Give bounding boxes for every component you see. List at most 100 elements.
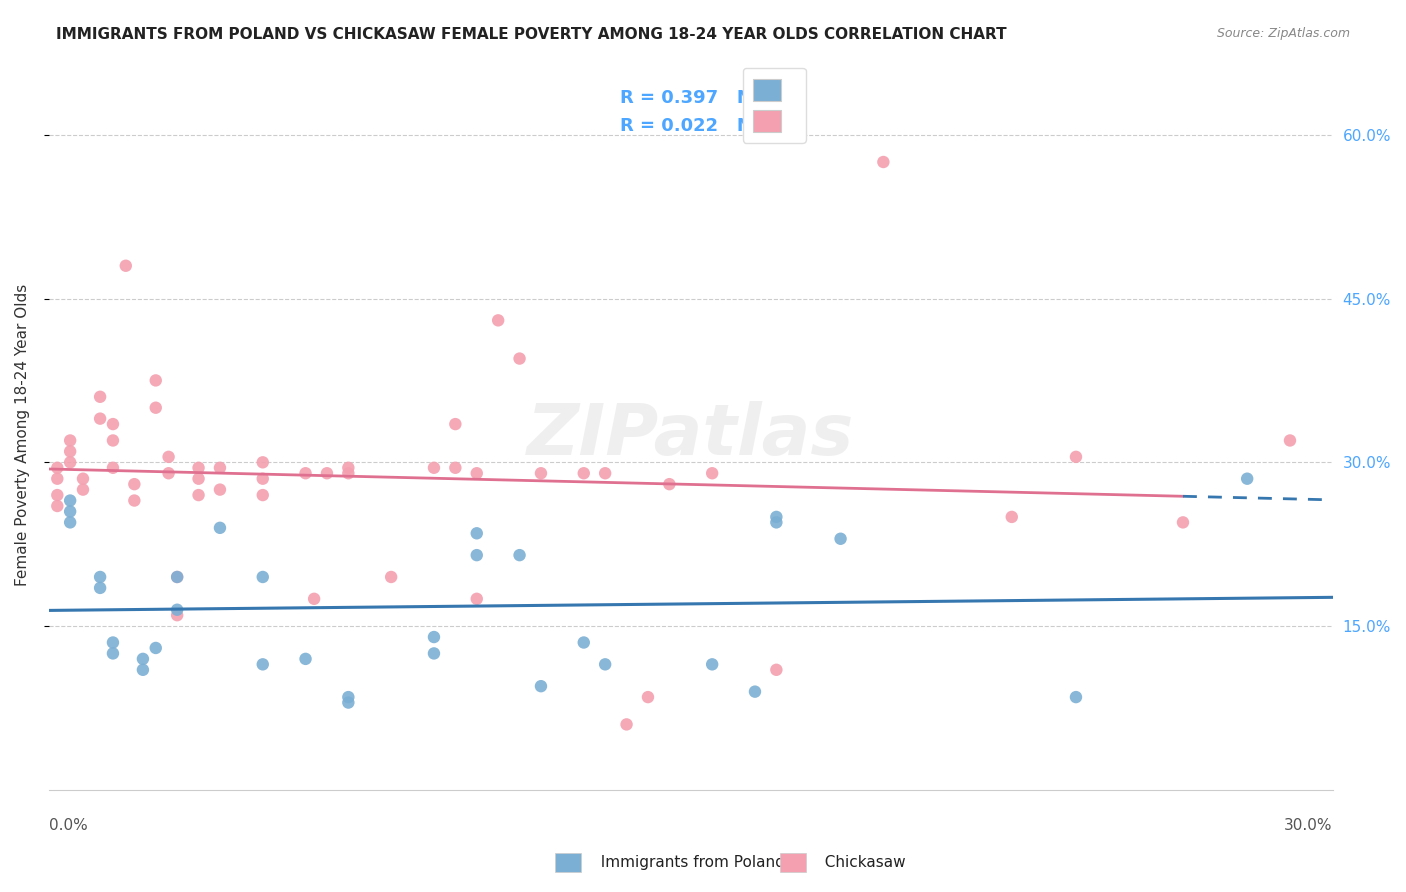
Point xyxy=(765,663,787,677)
Text: R = 0.397   N = 25: R = 0.397 N = 25 xyxy=(620,89,804,107)
Point xyxy=(1064,690,1087,705)
Point xyxy=(423,647,446,661)
Point xyxy=(593,467,616,481)
Text: Immigrants from Poland: Immigrants from Poland xyxy=(591,855,785,870)
Point xyxy=(252,488,274,502)
Point xyxy=(145,373,167,387)
Point xyxy=(208,460,231,475)
Point xyxy=(702,467,724,481)
Point xyxy=(616,717,638,731)
Point xyxy=(1001,510,1024,524)
Point xyxy=(316,467,339,481)
Point xyxy=(302,591,325,606)
Point xyxy=(145,640,167,655)
Point xyxy=(101,460,124,475)
Point xyxy=(46,460,69,475)
Point xyxy=(145,401,167,415)
Point xyxy=(465,467,488,481)
Point xyxy=(187,488,209,502)
Point xyxy=(1278,434,1301,448)
Point xyxy=(59,493,82,508)
Point xyxy=(765,516,787,530)
Point xyxy=(72,483,94,497)
Text: R = 0.022   N = 63: R = 0.022 N = 63 xyxy=(620,117,804,136)
Point xyxy=(830,532,852,546)
Point xyxy=(423,460,446,475)
Point xyxy=(208,483,231,497)
Text: ZIPatlas: ZIPatlas xyxy=(527,401,855,469)
Point xyxy=(166,570,188,584)
Point xyxy=(101,647,124,661)
Point xyxy=(486,313,509,327)
Point xyxy=(637,690,659,705)
Point xyxy=(124,477,146,491)
Point xyxy=(89,581,111,595)
Point xyxy=(89,390,111,404)
Point xyxy=(59,434,82,448)
Point xyxy=(59,516,82,530)
Point xyxy=(59,504,82,518)
Point xyxy=(46,488,69,502)
Point xyxy=(444,417,467,431)
Point xyxy=(59,444,82,458)
Point xyxy=(465,548,488,562)
Point xyxy=(1236,472,1258,486)
Point xyxy=(337,696,360,710)
Point xyxy=(465,526,488,541)
Y-axis label: Female Poverty Among 18-24 Year Olds: Female Poverty Among 18-24 Year Olds xyxy=(15,284,30,586)
Point xyxy=(132,663,155,677)
Text: 30.0%: 30.0% xyxy=(1284,818,1333,833)
Text: IMMIGRANTS FROM POLAND VS CHICKASAW FEMALE POVERTY AMONG 18-24 YEAR OLDS CORRELA: IMMIGRANTS FROM POLAND VS CHICKASAW FEMA… xyxy=(56,27,1007,42)
Point xyxy=(658,477,681,491)
Point xyxy=(509,548,531,562)
Point xyxy=(101,417,124,431)
Point xyxy=(252,455,274,469)
Point xyxy=(89,570,111,584)
Point xyxy=(530,467,553,481)
Point xyxy=(337,467,360,481)
Point xyxy=(572,635,595,649)
Point xyxy=(509,351,531,366)
Point xyxy=(124,493,146,508)
Point xyxy=(423,630,446,644)
Point xyxy=(252,570,274,584)
Point xyxy=(166,608,188,623)
Point xyxy=(187,460,209,475)
Point xyxy=(530,679,553,693)
Point xyxy=(59,455,82,469)
Point xyxy=(744,684,766,698)
Point xyxy=(252,657,274,672)
Point xyxy=(872,155,894,169)
Point xyxy=(166,570,188,584)
Point xyxy=(702,657,724,672)
Point xyxy=(1064,450,1087,464)
Point xyxy=(208,521,231,535)
Point xyxy=(294,652,316,666)
Point xyxy=(101,434,124,448)
Point xyxy=(444,460,467,475)
Point xyxy=(294,467,316,481)
Text: Chickasaw: Chickasaw xyxy=(815,855,905,870)
Text: Source: ZipAtlas.com: Source: ZipAtlas.com xyxy=(1216,27,1350,40)
Point xyxy=(593,657,616,672)
Point xyxy=(380,570,402,584)
Point xyxy=(46,499,69,513)
Point xyxy=(89,411,111,425)
Point xyxy=(157,450,180,464)
Point xyxy=(132,652,155,666)
Point xyxy=(46,472,69,486)
Point xyxy=(252,472,274,486)
Point xyxy=(166,603,188,617)
Point xyxy=(72,472,94,486)
Point xyxy=(337,690,360,705)
Point xyxy=(572,467,595,481)
Point xyxy=(465,591,488,606)
Point xyxy=(1171,516,1194,530)
Text: 0.0%: 0.0% xyxy=(49,818,87,833)
Point xyxy=(157,467,180,481)
Point xyxy=(101,635,124,649)
Legend: , : , xyxy=(742,68,806,143)
Point xyxy=(337,460,360,475)
Point xyxy=(114,259,136,273)
Point xyxy=(765,510,787,524)
